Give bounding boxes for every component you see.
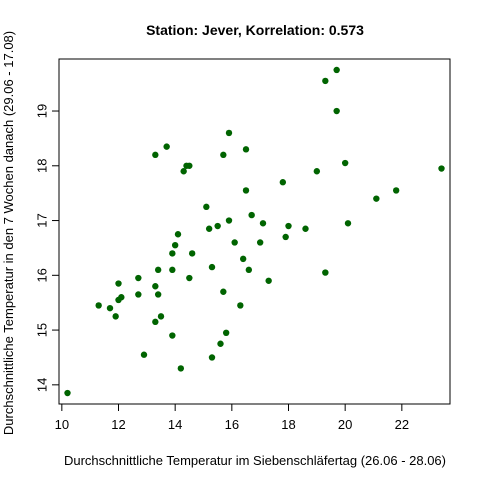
x-tick-label: 22	[395, 417, 409, 432]
data-point	[237, 302, 244, 309]
data-point	[152, 283, 159, 290]
data-point	[186, 162, 193, 169]
data-point	[245, 266, 253, 274]
data-point	[248, 211, 255, 219]
data-point	[106, 304, 114, 312]
data-point	[208, 354, 216, 361]
data-point	[344, 220, 352, 227]
data-point	[239, 255, 247, 263]
data-point	[169, 332, 176, 339]
data-point	[177, 365, 185, 372]
data-point	[115, 280, 122, 287]
y-tick-label: 18	[35, 159, 50, 173]
data-point	[180, 168, 187, 175]
x-tick-label: 12	[111, 417, 125, 432]
data-point	[256, 239, 264, 246]
data-point	[242, 187, 250, 194]
data-point	[225, 217, 233, 224]
data-point	[208, 263, 216, 271]
y-tick-label: 15	[35, 323, 50, 337]
x-axis: 10 12 14 16 18 20 22	[55, 403, 409, 432]
data-point	[373, 195, 380, 202]
data-point	[154, 266, 162, 274]
data-point	[322, 77, 329, 85]
y-tick-label: 16	[35, 268, 50, 282]
y-tick-label: 19	[35, 104, 50, 118]
y-tick-label: 17	[35, 213, 50, 227]
data-point	[392, 187, 400, 194]
data-point	[112, 313, 119, 320]
y-axis: 14 15 16 17 18 19	[35, 104, 60, 392]
data-point	[220, 151, 227, 159]
data-point	[205, 225, 213, 232]
x-tick-label: 16	[225, 417, 239, 432]
data-point	[302, 225, 309, 232]
x-tick-label: 10	[55, 417, 69, 432]
data-point	[135, 274, 142, 282]
x-tick-label: 18	[281, 417, 295, 432]
data-points	[64, 66, 445, 397]
data-point	[118, 294, 125, 301]
data-point	[279, 179, 287, 186]
data-point	[225, 129, 233, 137]
data-point	[140, 351, 148, 358]
data-point	[174, 231, 182, 238]
data-point	[214, 222, 221, 230]
data-point	[154, 291, 162, 298]
data-point	[186, 274, 193, 282]
data-point	[231, 239, 238, 246]
x-axis-title: Durchschnittliche Temperatur im Siebensc…	[64, 453, 446, 468]
data-point	[265, 277, 272, 284]
data-point	[222, 329, 230, 337]
data-point	[313, 168, 321, 175]
data-point	[169, 250, 176, 257]
data-point	[322, 269, 329, 276]
data-point	[203, 203, 210, 211]
data-point	[171, 241, 179, 249]
x-tick-label: 14	[168, 417, 182, 432]
data-point	[341, 159, 349, 167]
data-point	[169, 266, 176, 274]
y-axis-title: Durchschnittliche Temperatur in den 7 Wo…	[1, 31, 16, 435]
data-point	[259, 220, 267, 227]
data-point	[217, 340, 224, 347]
data-point	[157, 313, 165, 320]
data-point	[152, 151, 159, 159]
data-point	[282, 233, 289, 241]
y-tick-label: 14	[35, 378, 50, 392]
data-point	[188, 250, 196, 257]
chart-title: Station: Jever, Korrelation: 0.573	[146, 22, 364, 38]
data-point	[152, 318, 159, 326]
plot-frame	[58, 58, 451, 405]
data-point	[220, 288, 227, 295]
data-point	[64, 389, 71, 397]
data-point	[438, 165, 445, 172]
data-point	[135, 291, 142, 298]
data-point	[242, 146, 250, 153]
data-point	[285, 222, 292, 230]
data-point	[95, 302, 102, 309]
data-point	[333, 107, 340, 115]
data-point	[163, 143, 170, 150]
x-tick-label: 20	[338, 417, 352, 432]
data-point	[333, 66, 340, 74]
